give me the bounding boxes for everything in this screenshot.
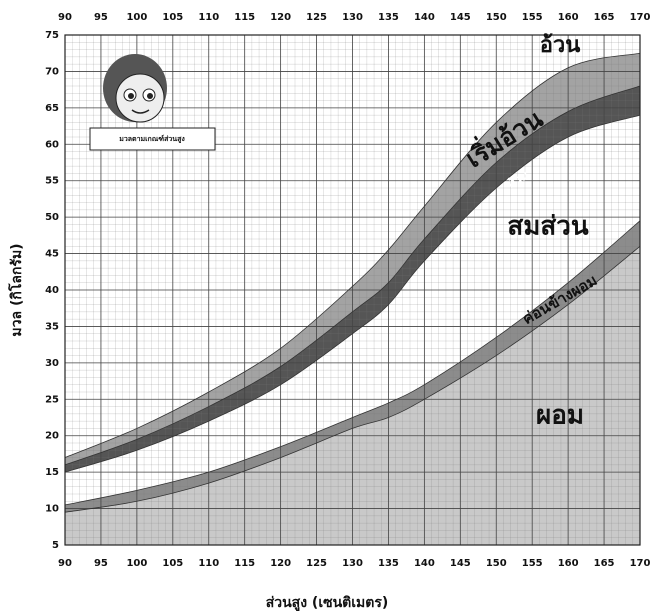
x-tick-label-top: 165	[594, 12, 615, 23]
y-tick-label: 45	[45, 249, 59, 260]
y-tick-label: 50	[45, 212, 59, 223]
x-tick-label: 115	[234, 558, 255, 569]
y-tick-label: 10	[45, 504, 59, 515]
x-tick-label: 90	[58, 558, 72, 569]
pupil	[128, 93, 134, 99]
x-tick-label-top: 120	[270, 12, 291, 23]
x-tick-label-top: 95	[94, 12, 108, 23]
y-axis-label: มวล (กิโลกรัม)	[7, 243, 25, 336]
y-tick-label: 65	[45, 103, 59, 114]
x-tick-label: 165	[594, 558, 615, 569]
x-tick-label: 130	[342, 558, 363, 569]
y-tick-label: 75	[45, 30, 59, 41]
y-tick-label: 25	[45, 394, 59, 405]
x-tick-label-top: 130	[342, 12, 363, 23]
y-tick-label: 5	[52, 540, 59, 551]
y-tick-label: 15	[45, 467, 59, 478]
y-tick-label: 55	[45, 176, 59, 187]
cartoon	[103, 54, 167, 123]
x-tick-label-top: 170	[630, 12, 651, 23]
x-tick-label: 135	[378, 558, 399, 569]
zone-boundary	[64, 114, 641, 473]
pupil	[147, 93, 153, 99]
y-tick-label: 40	[45, 285, 59, 296]
plot-frame	[64, 34, 641, 546]
y-tick-label: 30	[45, 358, 59, 369]
x-axis-label: ส่วนสูง (เซนติเมตร)	[266, 595, 389, 611]
zone-boundary	[64, 245, 641, 513]
x-tick-label-top: 125	[306, 12, 327, 23]
x-tick-label: 160	[558, 558, 579, 569]
x-tick-label: 110	[198, 558, 219, 569]
x-tick-label-top: 135	[378, 12, 399, 23]
x-tick-label-top: 155	[522, 12, 543, 23]
zone-label: อ้วน	[540, 33, 581, 58]
x-tick-label: 155	[522, 558, 543, 569]
x-tick-label-top: 140	[414, 12, 435, 23]
zone-boundary	[64, 220, 641, 506]
x-tick-label-top: 145	[450, 12, 471, 23]
x-tick-label-top: 100	[126, 12, 147, 23]
badge-text: มวลตามเกณฑ์ส่วนสูง	[119, 134, 185, 144]
zone-label: สมส่วน	[507, 212, 588, 242]
y-tick-label: 20	[45, 431, 59, 442]
badge-box	[89, 127, 216, 151]
x-tick-label: 125	[306, 558, 327, 569]
boundaries	[64, 52, 641, 513]
y-tick-label: 60	[45, 139, 59, 150]
face	[115, 73, 165, 123]
x-tick-label: 100	[126, 558, 147, 569]
x-tick-label: 120	[270, 558, 291, 569]
x-tick-label: 170	[630, 558, 651, 569]
x-tick-label: 145	[450, 558, 471, 569]
x-tick-label: 150	[486, 558, 507, 569]
zone-boundary	[64, 52, 641, 458]
x-tick-label-top: 90	[58, 12, 72, 23]
x-tick-label-top: 160	[558, 12, 579, 23]
x-tick-label: 95	[94, 558, 108, 569]
zone-boundary	[64, 85, 641, 466]
x-tick-label: 105	[162, 558, 183, 569]
x-tick-label: 140	[414, 558, 435, 569]
zone-label: ผอม	[536, 401, 584, 431]
mouth	[131, 109, 150, 114]
y-tick-label: 70	[45, 66, 59, 77]
x-tick-label-top: 105	[162, 12, 183, 23]
x-tick-label-top: 150	[486, 12, 507, 23]
x-tick-label-top: 110	[198, 12, 219, 23]
x-tick-label-top: 115	[234, 12, 255, 23]
y-tick-label: 35	[45, 321, 59, 332]
